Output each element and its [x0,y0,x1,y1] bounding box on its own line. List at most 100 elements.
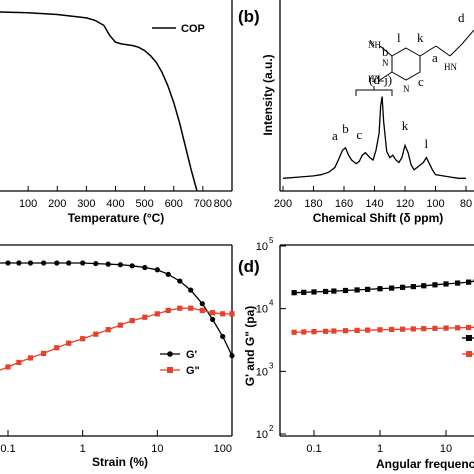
d-y-tick-exponent: 3 [269,361,274,370]
c-point-gprime [177,278,183,284]
d-point-gprime [465,279,472,285]
chem-label-hn: HN [368,74,381,84]
d-point-gdouble [365,327,371,333]
b-x-tick-label: 100 [426,198,444,210]
panel-d-label: (d) [238,257,260,276]
c-markers [5,260,235,370]
a-x-ticks: 100 200 300 400 500 600 700 800 [19,186,233,210]
d-x-tick-label: 1 [377,443,383,455]
d-point-gdouble [465,324,472,331]
d-point-gprime [342,287,349,294]
c-point-gdouble [165,307,171,314]
d-point-gdouble [455,325,461,331]
d-legend-partial [462,335,474,357]
c-point-gprime [129,263,135,269]
c-point-gprime [93,260,99,267]
panel-c: 0.1 1 10 100 G' G" Strain (%) [0,244,235,469]
a-legend-label: COP [181,23,205,35]
c-point-gdouble [154,311,160,317]
a-x-tick-label: 200 [48,198,66,210]
chem-label-nh: NH [368,40,381,50]
d-point-gdouble [331,328,337,334]
chem-label-a: a [432,50,438,65]
c-point-gdouble [129,318,135,324]
c-point-gprime [188,287,194,293]
chem-label-k: k [417,30,424,45]
a-series-line [0,11,198,192]
d-y-tick-exponent: 4 [269,299,274,308]
d-point-gprime [311,289,317,295]
c-series-gprime-line [0,262,233,356]
d-point-gdouble [443,325,449,331]
d-y-tick-label: 10 [256,429,268,441]
d-x-tick-label: 10 [440,443,452,455]
c-point-gprime [117,262,123,268]
d-y-tick-label: 10 [256,304,268,316]
d-point-gdouble [291,329,297,335]
d-x-tick-label: 0.1 [306,443,321,455]
c-x-label: Strain (%) [92,455,148,469]
c-point-gprime [165,271,171,277]
c-point-gdouble [16,359,22,366]
c-legend: G' G" [160,349,200,377]
a-x-tick-label: 300 [77,198,95,210]
d-point-gdouble [432,325,438,331]
d-point-gdouble [311,329,317,335]
d-point-gdouble [389,326,395,333]
chem-label-d: d [458,10,465,25]
d-point-gprime [301,289,307,295]
d-point-gprime [432,282,438,288]
c-point-gdouble [41,350,47,356]
c-point-gprime [66,260,72,266]
d-point-gprime [354,287,360,293]
c-x-ticks: 0.1 1 10 100 [0,430,233,455]
d-point-gprime [377,286,383,292]
c-point-gprime [27,260,34,266]
d-point-gdouble [342,328,349,334]
c-point-gprime [54,260,60,266]
c-point-gprime [154,267,160,273]
c-point-gdouble [177,305,183,311]
d-point-gprime [389,285,395,291]
b-dj-bracket [355,86,393,96]
c-point-gprime [199,301,205,307]
b-x-tick-label: 180 [304,198,322,210]
b-x-tick-label: 140 [365,198,383,210]
d-point-gprime [455,280,461,286]
d-x-label: Angular frequency (rad [376,457,474,471]
c-point-gdouble [188,305,194,311]
b-peak-label: b [342,121,349,136]
d-point-gdouble [421,326,427,332]
chem-label-l: l [397,30,401,45]
c-point-gdouble [220,311,226,317]
c-point-gprime [41,260,47,266]
d-point-gprime [421,283,427,289]
c-point-gdouble [229,311,235,317]
d-markers [291,279,472,335]
b-x-tick-label: 80 [460,198,472,210]
b-x-label: Chemical Shift (δ ppm) [313,211,444,225]
b-spectrum-line [282,96,466,179]
d-point-gprime [291,290,297,296]
c-series-gdouble-line [0,307,232,371]
c-point-gprime [5,260,11,266]
b-x-tick-label: 120 [396,198,414,210]
d-y-tick-label: 10 [256,366,268,378]
c-x-tick-label: 10 [151,443,163,455]
c-point-gdouble [5,364,11,370]
c-x-tick-label: 0.1 [0,443,15,455]
a-x-tick-label: 500 [135,198,153,210]
d-point-gdouble [301,329,307,335]
c-point-gdouble [80,336,86,342]
a-x-tick-label: 700 [194,198,212,210]
chem-label-hn2: HN [444,62,457,72]
c-point-gdouble [54,345,60,351]
c-x-tick-label: 1 [80,443,86,455]
b-peak-label: k [402,118,409,133]
chemical-structure [369,29,474,81]
d-point-gprime [399,284,406,290]
a-x-tick-label: 800 [214,198,232,210]
b-y-label: Intensity (a.u.) [261,54,275,135]
d-y-tick-label: 10 [256,241,268,253]
